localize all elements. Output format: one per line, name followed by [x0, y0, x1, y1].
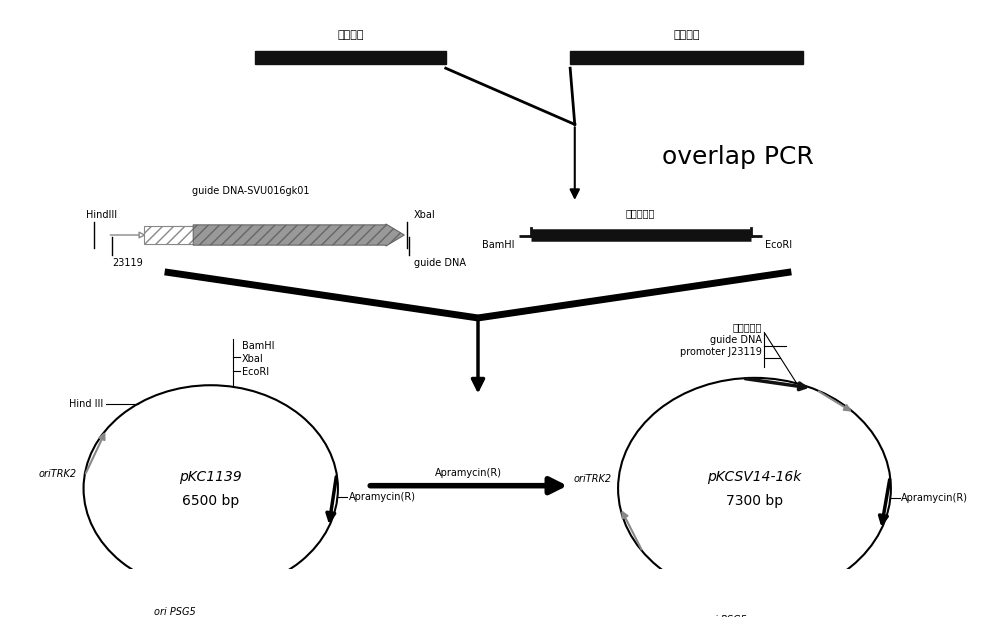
Text: guide DNA-SVU016gk01: guide DNA-SVU016gk01	[192, 186, 309, 196]
Text: overlap PCR: overlap PCR	[662, 144, 814, 168]
Text: pKCSV14-16k: pKCSV14-16k	[707, 470, 802, 484]
Text: Apramycin(R): Apramycin(R)	[901, 493, 968, 503]
Text: BamHI: BamHI	[482, 239, 515, 250]
Text: oriTRK2: oriTRK2	[39, 469, 77, 479]
Text: Apramycin(R): Apramycin(R)	[435, 468, 502, 478]
FancyArrow shape	[170, 226, 195, 244]
Text: XbaI: XbaI	[413, 210, 435, 220]
Text: guide DNA: guide DNA	[414, 258, 466, 268]
Text: HindIII: HindIII	[86, 210, 117, 220]
Text: 6500 bp: 6500 bp	[182, 494, 239, 508]
Text: promoter J23119: promoter J23119	[680, 347, 762, 357]
Text: 下同源筭: 下同源筭	[337, 30, 364, 39]
Text: EcoRI: EcoRI	[242, 366, 269, 376]
Bar	[570, 51, 803, 64]
Text: ori PSG5: ori PSG5	[705, 615, 747, 617]
FancyArrow shape	[193, 224, 404, 246]
Text: 23119: 23119	[112, 258, 143, 268]
Text: oriTRK2: oriTRK2	[573, 474, 611, 484]
Text: EcoRI: EcoRI	[765, 239, 792, 250]
Text: XbaI: XbaI	[242, 354, 264, 363]
Text: guide DNA: guide DNA	[710, 334, 762, 344]
Text: BamHI: BamHI	[242, 341, 275, 350]
Text: Hind III: Hind III	[69, 399, 103, 409]
Text: 上下同源筭: 上下同源筭	[732, 323, 762, 333]
Text: ori PSG5: ori PSG5	[154, 607, 196, 616]
Text: pKC1139: pKC1139	[179, 470, 242, 484]
Bar	[144, 226, 195, 244]
Text: Apramycin(R): Apramycin(R)	[348, 492, 415, 502]
Bar	[255, 51, 446, 64]
Text: 7300 bp: 7300 bp	[726, 494, 783, 508]
Text: 上同源筭: 上同源筭	[673, 30, 700, 39]
Text: 上下同源筭: 上下同源筭	[626, 209, 655, 218]
